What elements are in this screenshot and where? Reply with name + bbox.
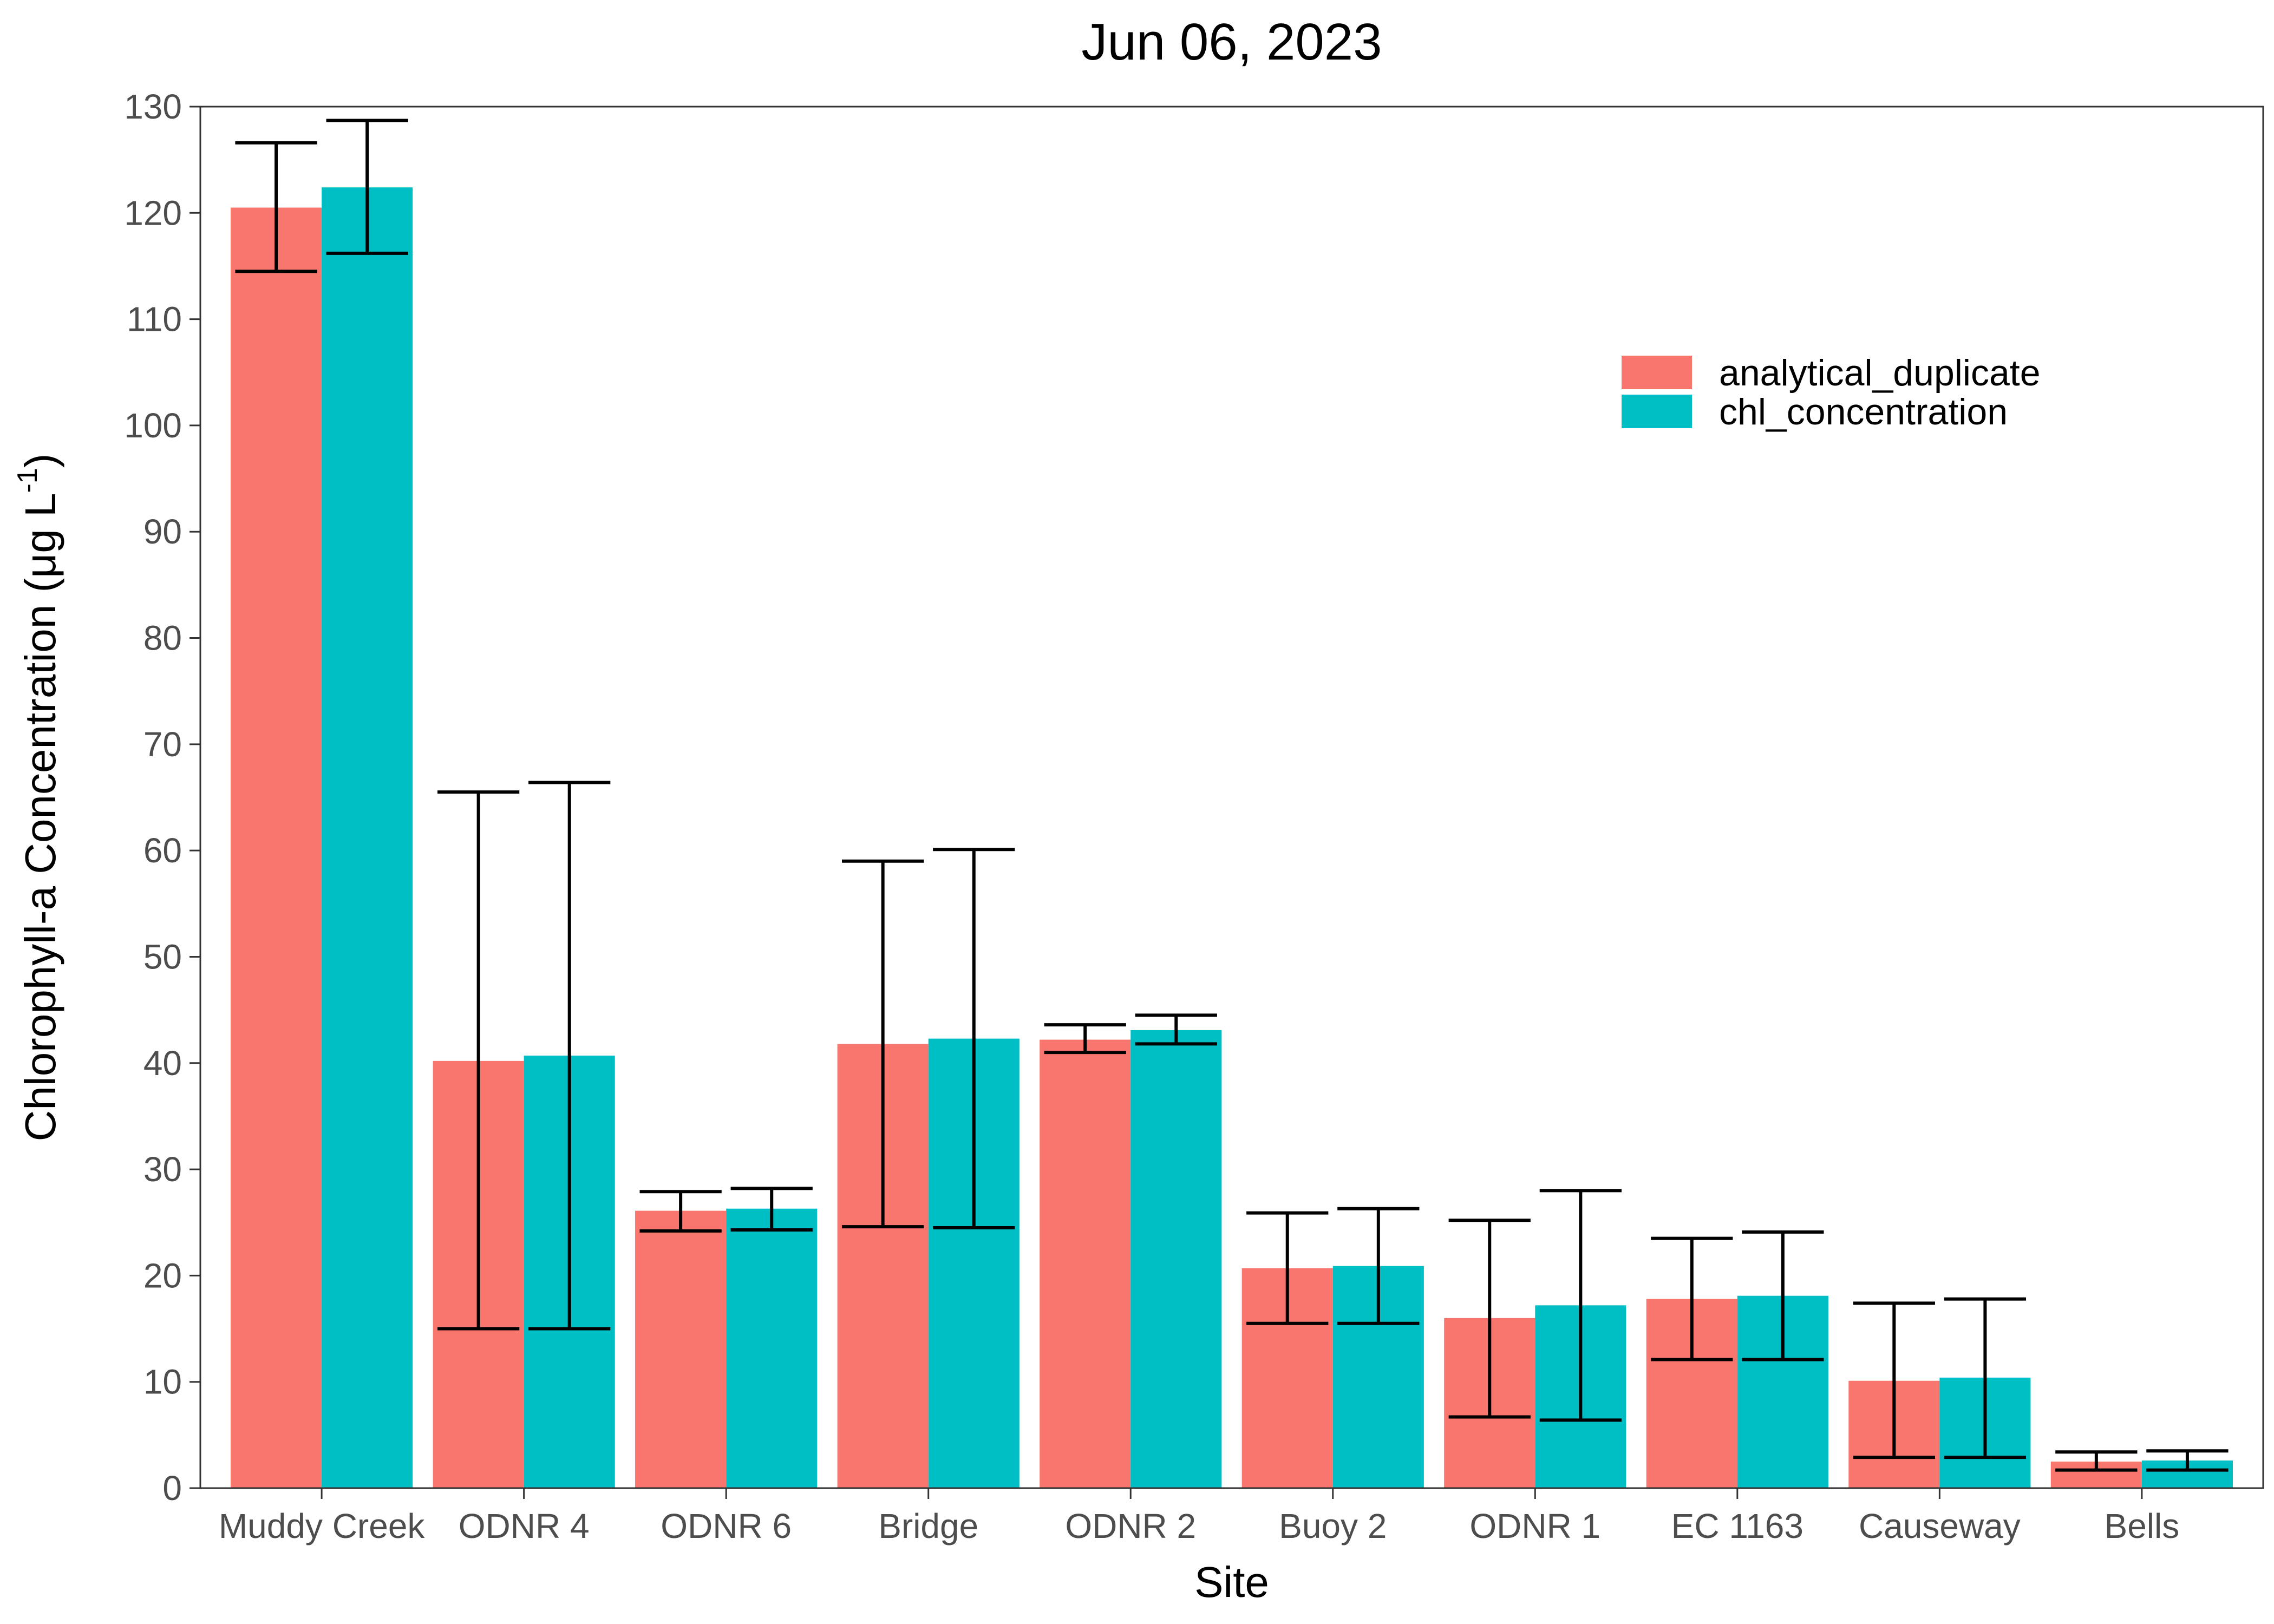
error-bar-chl_concentration-3	[933, 848, 1015, 1230]
y-tick-label: 60	[143, 831, 182, 870]
error-bar-chl_concentration-4	[1135, 1013, 1217, 1046]
y-axis-title: Chlorophyll-a Concentration (μg L-1)	[12, 454, 64, 1142]
x-tick-label: ODNR 4	[459, 1507, 590, 1546]
y-tick-label: 20	[143, 1256, 182, 1295]
error-bar-analytical_duplicate-7	[1651, 1236, 1733, 1361]
y-tick-label: 110	[127, 300, 182, 339]
legend-label-chl_concentration: chl_concentration	[1719, 391, 2008, 433]
error-bar-chl_concentration-0	[326, 119, 408, 255]
error-bar-analytical_duplicate-9	[2055, 1450, 2138, 1472]
y-tick-label: 50	[143, 937, 182, 976]
error-bar-analytical_duplicate-6	[1448, 1219, 1531, 1419]
y-tick-label: 120	[124, 193, 182, 232]
y-axis-title-main: Chlorophyll-a Concentration (μg L	[16, 493, 64, 1142]
x-tick-label: Buoy 2	[1279, 1507, 1387, 1546]
x-tick-label: ODNR 2	[1065, 1507, 1196, 1546]
y-tick-label: 80	[143, 619, 182, 658]
error-bar-analytical_duplicate-8	[1853, 1301, 1935, 1459]
y-tick-label: 130	[124, 87, 182, 126]
bar-analytical_duplicate-2	[635, 1210, 727, 1488]
x-tick-label: ODNR 6	[661, 1507, 792, 1546]
bar-chl_concentration-4	[1131, 1030, 1222, 1488]
error-bars-layer	[235, 119, 2229, 1472]
bar-chl_concentration-2	[726, 1208, 818, 1488]
x-tick-label: ODNR 1	[1469, 1507, 1600, 1546]
legend-label-analytical_duplicate: analytical_duplicate	[1719, 352, 2041, 394]
error-bar-chl_concentration-1	[528, 781, 611, 1331]
y-tick-label: 70	[143, 725, 182, 764]
error-bar-analytical_duplicate-3	[842, 859, 924, 1229]
y-tick-label: 0	[162, 1469, 182, 1508]
bar-analytical_duplicate-4	[1040, 1039, 1131, 1488]
x-tick-label: Bells	[2105, 1507, 2180, 1546]
plot-panel-border	[199, 106, 2264, 1489]
y-tick-label: 100	[124, 406, 182, 445]
chart-title: Jun 06, 2023	[1081, 13, 1382, 71]
y-tick-label: 90	[143, 512, 182, 551]
error-bar-chl_concentration-8	[1944, 1297, 2027, 1459]
y-tick-label: 10	[143, 1363, 182, 1402]
bar-chl_concentration-0	[322, 187, 413, 1488]
error-bar-chl_concentration-7	[1742, 1230, 1824, 1361]
bar-analytical_duplicate-0	[231, 207, 322, 1489]
error-bar-analytical_duplicate-0	[235, 141, 317, 273]
y-axis-title-superscript: -1	[12, 468, 43, 493]
error-bar-analytical_duplicate-1	[437, 790, 520, 1331]
legend-key-analytical_duplicate	[1622, 356, 1692, 389]
x-tick-label: Causeway	[1859, 1507, 2021, 1546]
x-tick-label: EC 1163	[1671, 1507, 1803, 1546]
x-tick-label: Bridge	[878, 1507, 978, 1546]
y-axis: 0 10 20 30 40 50 60 70 80 90 100 110 120 130	[124, 87, 200, 1508]
error-bar-analytical_duplicate-5	[1246, 1211, 1329, 1325]
error-bar-chl_concentration-6	[1539, 1189, 1622, 1422]
error-bar-chl_concentration-5	[1337, 1207, 1420, 1325]
legend-key-chl_concentration	[1622, 395, 1692, 428]
y-tick-label: 40	[143, 1044, 182, 1083]
x-axis-title: Site	[1194, 1558, 1269, 1606]
error-bar-chl_concentration-2	[730, 1187, 813, 1232]
x-axis: Muddy Creek ODNR 4 ODNR 6 Bridge ODNR 2 Buoy …	[219, 1488, 2179, 1546]
bars-layer	[231, 187, 2233, 1489]
y-tick-label: 30	[143, 1150, 182, 1189]
error-bar-chl_concentration-9	[2146, 1449, 2229, 1472]
y-axis-title-close: )	[16, 454, 64, 468]
error-bar-analytical_duplicate-4	[1044, 1023, 1126, 1055]
x-tick-label: Muddy Creek	[219, 1507, 426, 1546]
error-bar-analytical_duplicate-2	[639, 1190, 722, 1233]
